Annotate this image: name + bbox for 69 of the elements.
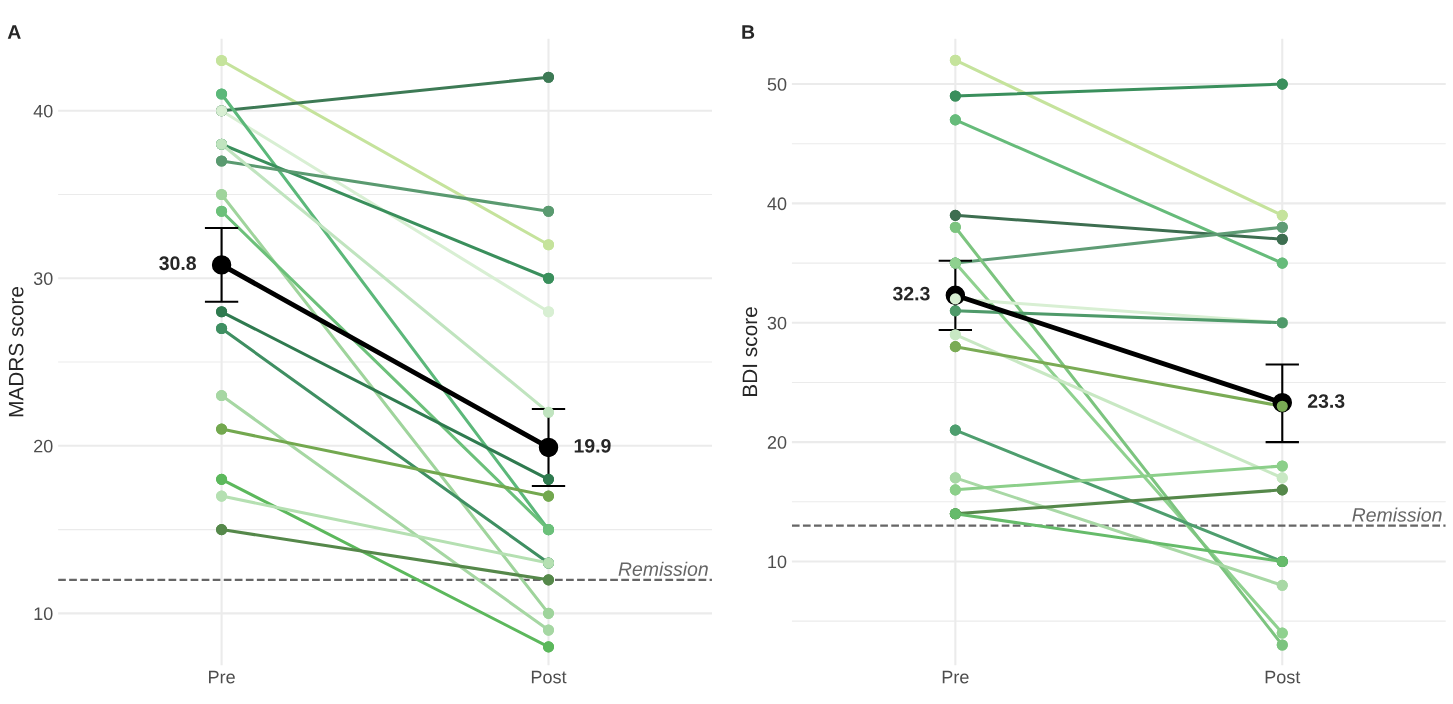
annotation: 32.3 [892, 286, 930, 301]
point [216, 205, 228, 217]
point [216, 490, 228, 502]
point [949, 54, 961, 66]
annotation: 19.9 [574, 438, 611, 453]
ref-line-label: Remission [1352, 507, 1442, 522]
point [1276, 472, 1288, 484]
y-axis-title: MADRS score [8, 286, 24, 417]
point [542, 624, 555, 636]
point [949, 305, 961, 317]
point [542, 205, 555, 217]
x-tick-label: Pre [209, 670, 235, 684]
y-tick-label: 40 [33, 104, 53, 118]
point [949, 114, 961, 126]
point [216, 155, 228, 167]
x-tick-label: Post [531, 670, 567, 684]
point [542, 239, 555, 251]
point [216, 322, 228, 335]
x-tick-label: Pre [942, 670, 969, 684]
point [949, 209, 961, 221]
point [542, 641, 555, 653]
point [949, 472, 961, 484]
point [949, 329, 961, 341]
chart-title: B [742, 25, 755, 39]
point [949, 90, 961, 102]
point [216, 188, 228, 201]
point [216, 54, 228, 67]
point [216, 88, 228, 100]
point [542, 607, 555, 619]
point [542, 574, 555, 586]
point [216, 306, 228, 318]
point [1276, 639, 1288, 651]
point [1276, 627, 1288, 639]
point [216, 473, 228, 485]
point [1276, 579, 1288, 591]
point [1276, 460, 1288, 472]
point [542, 473, 555, 485]
point [216, 524, 228, 536]
y-tick-label: 20 [767, 436, 787, 449]
y-tick-label: 50 [767, 78, 787, 91]
point [542, 272, 555, 284]
point [949, 341, 961, 353]
y-tick-label: 10 [768, 555, 787, 569]
point [216, 423, 228, 435]
point [949, 221, 961, 233]
point [1276, 233, 1288, 245]
y-tick-label: 10 [34, 607, 53, 621]
point [1276, 221, 1288, 233]
point [216, 390, 228, 402]
point [542, 71, 555, 83]
y-tick-label: 20 [34, 439, 53, 453]
y-tick-label: 30 [33, 272, 53, 286]
point [1276, 484, 1288, 496]
chart-title: A [7, 25, 21, 39]
point [949, 424, 961, 436]
annotation: 30.8 [159, 256, 196, 271]
point [542, 406, 555, 418]
annotation: 23.3 [1307, 394, 1345, 408]
x-tick-label: Post [1265, 670, 1301, 684]
ref-line-label: Remission [618, 561, 708, 576]
point [1276, 78, 1288, 90]
y-tick-label: 30 [767, 316, 787, 330]
point [949, 484, 961, 496]
y-tick-label: 40 [767, 197, 787, 211]
point [1276, 257, 1288, 269]
point [1276, 209, 1288, 221]
point [542, 490, 555, 502]
y-axis-title: BDI score [742, 307, 758, 397]
point [542, 306, 555, 318]
